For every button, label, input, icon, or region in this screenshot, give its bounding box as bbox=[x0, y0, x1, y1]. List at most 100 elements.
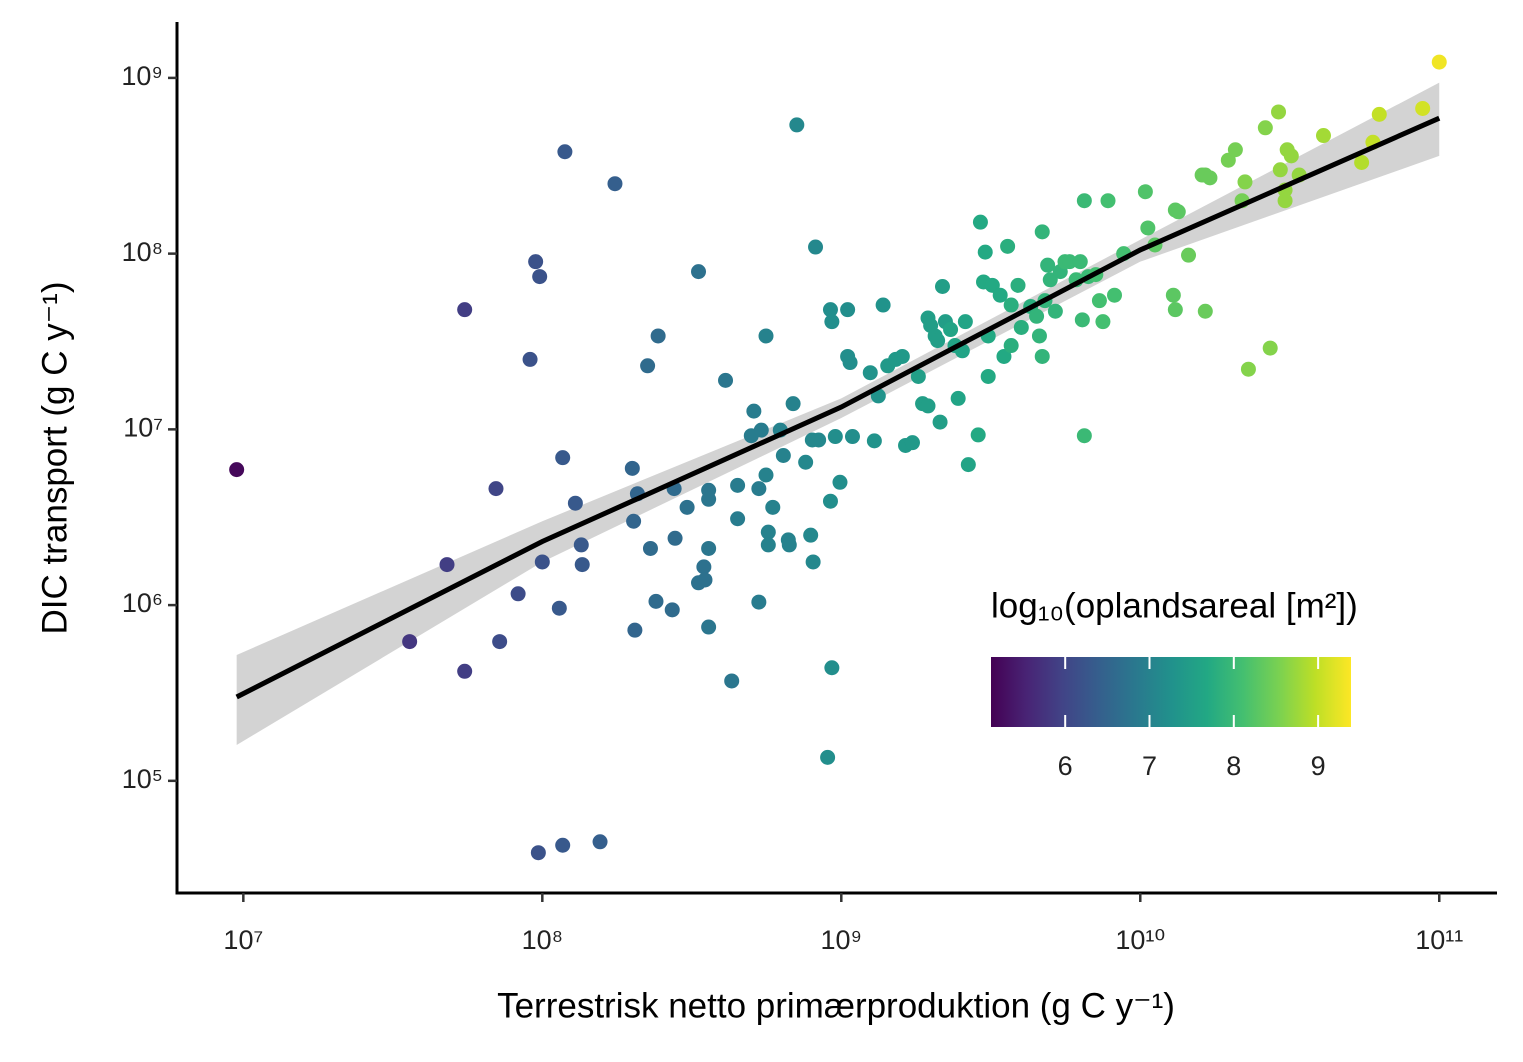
point bbox=[626, 513, 642, 529]
point bbox=[1100, 193, 1116, 209]
point bbox=[753, 422, 769, 438]
point bbox=[439, 557, 455, 573]
point bbox=[1257, 120, 1273, 136]
point bbox=[1271, 104, 1287, 120]
point bbox=[1415, 100, 1431, 116]
point bbox=[920, 398, 936, 414]
point bbox=[457, 663, 473, 679]
point bbox=[1237, 174, 1253, 190]
point bbox=[522, 351, 538, 367]
point bbox=[980, 368, 996, 384]
point bbox=[1262, 340, 1278, 356]
point bbox=[1371, 106, 1387, 122]
point bbox=[751, 481, 767, 497]
point bbox=[229, 462, 245, 478]
point bbox=[934, 279, 950, 295]
point bbox=[1042, 272, 1058, 288]
point bbox=[904, 435, 920, 451]
point bbox=[642, 540, 658, 556]
point bbox=[551, 600, 567, 616]
point bbox=[1431, 54, 1447, 70]
point bbox=[1202, 170, 1218, 186]
legend-title: log₁₀(oplandsareal [m²]) bbox=[991, 586, 1358, 625]
point bbox=[701, 491, 717, 507]
x-tick-label: 10⁷ bbox=[223, 925, 263, 955]
x-tick-label: 10⁸ bbox=[522, 925, 563, 955]
point bbox=[972, 214, 988, 230]
y-tick-label: 10⁶ bbox=[122, 588, 163, 618]
point bbox=[697, 572, 713, 588]
confidence-band bbox=[236, 82, 1440, 745]
point bbox=[1227, 142, 1243, 158]
point bbox=[648, 593, 664, 609]
point bbox=[781, 537, 797, 553]
point bbox=[555, 837, 571, 853]
point bbox=[557, 144, 573, 160]
point bbox=[1047, 303, 1063, 319]
point bbox=[824, 660, 840, 676]
point bbox=[758, 328, 774, 344]
point bbox=[1031, 328, 1047, 344]
point bbox=[875, 297, 891, 313]
point bbox=[822, 302, 838, 318]
point bbox=[724, 673, 740, 689]
point bbox=[1283, 148, 1299, 164]
point bbox=[992, 287, 1008, 303]
point bbox=[1170, 204, 1186, 220]
colorbar-tick-label: 6 bbox=[1058, 751, 1073, 781]
point bbox=[627, 622, 643, 638]
point bbox=[760, 537, 776, 553]
point bbox=[679, 499, 695, 515]
point bbox=[528, 254, 544, 270]
x-tick-label: 10¹⁰ bbox=[1115, 925, 1165, 955]
y-tick-label: 10⁵ bbox=[122, 764, 163, 794]
point bbox=[696, 559, 712, 575]
point bbox=[607, 176, 623, 192]
point bbox=[1167, 302, 1183, 318]
point bbox=[1029, 308, 1045, 324]
point bbox=[492, 634, 508, 650]
point bbox=[1013, 319, 1029, 335]
point bbox=[811, 432, 827, 448]
x-axis-label: Terrestrisk netto primærproduktion (g C … bbox=[497, 986, 1175, 1025]
point bbox=[1072, 254, 1088, 270]
point bbox=[555, 450, 571, 466]
point bbox=[718, 372, 734, 388]
colorbar-tick-label: 9 bbox=[1311, 751, 1326, 781]
point bbox=[701, 619, 717, 635]
y-tick-label: 10⁸ bbox=[122, 237, 163, 267]
point bbox=[1000, 238, 1016, 254]
colorbar-tick-label: 7 bbox=[1142, 751, 1157, 781]
top-layer: 6 7 8 9 bbox=[235, 115, 1441, 781]
point bbox=[862, 365, 878, 381]
point bbox=[640, 358, 656, 374]
point bbox=[1040, 257, 1056, 273]
point bbox=[1062, 254, 1078, 270]
point bbox=[534, 554, 550, 570]
point bbox=[1165, 287, 1181, 303]
point bbox=[1240, 361, 1256, 377]
point bbox=[775, 448, 791, 464]
y-axis-label: DIC transport (g C y⁻¹) bbox=[35, 282, 74, 635]
point bbox=[530, 845, 546, 861]
point bbox=[1354, 155, 1370, 171]
point bbox=[1003, 338, 1019, 354]
point bbox=[970, 427, 986, 443]
point bbox=[457, 302, 473, 318]
point bbox=[1272, 162, 1288, 178]
point bbox=[785, 396, 801, 412]
point bbox=[1074, 312, 1090, 328]
point bbox=[730, 477, 746, 493]
colorbar-tick-label: 8 bbox=[1226, 751, 1241, 781]
point bbox=[1003, 297, 1019, 313]
point bbox=[510, 586, 526, 602]
point bbox=[488, 481, 504, 497]
point bbox=[803, 527, 819, 543]
point bbox=[1181, 247, 1197, 263]
y-tick-label: 10⁷ bbox=[123, 412, 163, 442]
point bbox=[574, 557, 590, 573]
x-tick-label: 10⁹ bbox=[820, 925, 862, 955]
point bbox=[691, 264, 707, 280]
point bbox=[808, 239, 824, 255]
